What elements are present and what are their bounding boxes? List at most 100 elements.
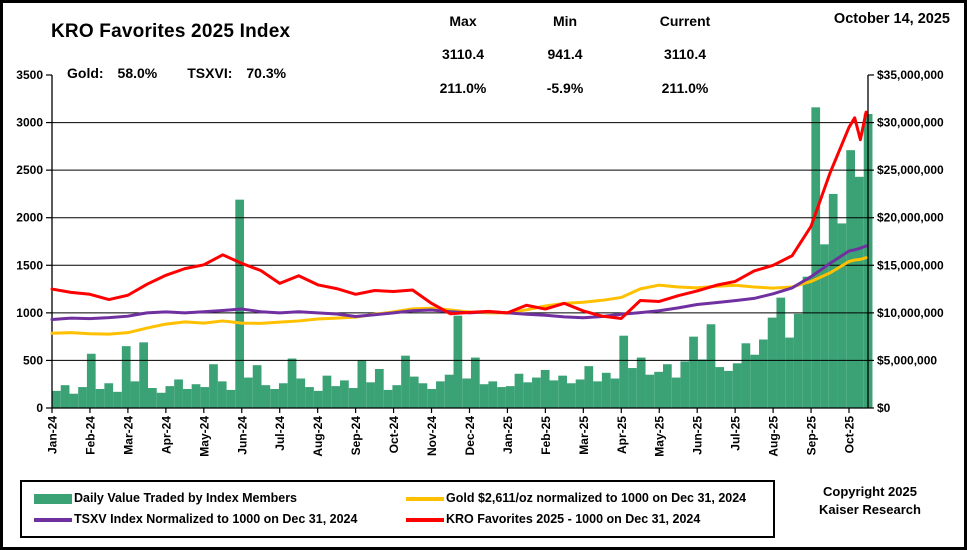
- traded-value-bar: [374, 368, 384, 408]
- right-axis-tick-label: $35,000,000: [877, 68, 944, 82]
- month-label: Mar-25: [577, 416, 591, 455]
- traded-value-bar: [715, 367, 725, 408]
- legend-label: Gold $2,611/oz normalized to 1000 on Dec…: [446, 491, 747, 505]
- month-label: Feb-24: [83, 416, 97, 455]
- copyright: Copyright 2025 Kaiser Research: [795, 483, 945, 519]
- traded-value-bar: [165, 386, 175, 408]
- legend-item-3: KRO Favorites 2025 - 1000 on Dec 31, 202…: [406, 513, 769, 526]
- right-axis-tick-label: $0: [877, 401, 891, 415]
- traded-value-bar: [724, 370, 733, 408]
- traded-value-bar: [444, 374, 454, 408]
- traded-value-bar: [750, 354, 759, 408]
- legend-label: Daily Value Traded by Index Members: [74, 491, 298, 505]
- traded-value-bar: [52, 390, 61, 408]
- month-label: Apr-24: [159, 416, 173, 454]
- traded-value-bar: [226, 389, 236, 408]
- traded-value-bar: [69, 393, 79, 408]
- traded-value-bar: [261, 385, 271, 408]
- stat-min-pct: -5.9%: [546, 80, 584, 96]
- traded-value-bar: [628, 368, 637, 408]
- traded-value-bar: [296, 378, 306, 408]
- stat-max-header: Max: [449, 13, 477, 29]
- stat-min-header: Min: [552, 13, 578, 29]
- traded-value-bar: [156, 392, 166, 408]
- month-label: Aug-25: [767, 416, 781, 457]
- traded-value-bar: [462, 378, 471, 408]
- traded-value-bar: [392, 385, 402, 408]
- month-label: Jun-25: [691, 416, 705, 455]
- traded-value-bar: [270, 388, 279, 408]
- month-label: Oct-25: [843, 416, 857, 454]
- traded-value-bar: [741, 343, 751, 408]
- traded-value-bar: [697, 359, 707, 408]
- traded-value-bar: [523, 382, 533, 408]
- series-path: [50, 110, 868, 320]
- traded-value-bar: [357, 360, 367, 408]
- tsxvi-value: 70.3%: [246, 65, 287, 81]
- axes: [46, 74, 874, 413]
- report-date: October 14, 2025: [833, 11, 950, 27]
- legend: Daily Value Traded by Index Members Gold …: [20, 480, 775, 538]
- month-label: Oct-24: [387, 416, 401, 454]
- month-label: Jan-25: [501, 416, 515, 454]
- traded-value-bar: [776, 297, 786, 408]
- month-label: Dec-24: [463, 416, 477, 456]
- traded-value-bar: [575, 379, 585, 408]
- traded-value-bar: [759, 339, 768, 408]
- traded-value-bar: [654, 371, 663, 408]
- traded-value-bar: [130, 381, 140, 408]
- legend-line-swatch: [34, 517, 72, 522]
- right-axis-tick-label: $5,000,000: [877, 353, 937, 367]
- traded-value-bar: [436, 381, 445, 408]
- traded-value-bar: [427, 388, 437, 408]
- traded-value-bar: [837, 223, 847, 408]
- month-label: Jan-24: [46, 416, 60, 454]
- gold-value: 58.0%: [117, 65, 158, 81]
- traded-value-bar: [566, 383, 576, 408]
- traded-value-bar: [514, 373, 524, 408]
- traded-value-bar: [820, 244, 829, 408]
- traded-value-bar: [855, 176, 864, 408]
- traded-value-bar: [174, 379, 183, 408]
- traded-value-bar: [366, 382, 375, 408]
- traded-value-bar: [584, 366, 594, 408]
- legend-item-2: TSXV Index Normalized to 1000 on Dec 31,…: [34, 513, 406, 526]
- traded-value-bar: [182, 388, 192, 408]
- legend-item-0: Daily Value Traded by Index Members: [34, 492, 406, 505]
- stat-current-pct: 211.0%: [661, 80, 709, 96]
- traded-value-bar: [217, 381, 227, 408]
- month-label: Jul-25: [729, 416, 743, 451]
- stat-column-min: Min 941.4 -5.9%: [517, 13, 613, 97]
- traded-value-bar: [453, 315, 463, 408]
- stat-column-max: Max 3110.4 211.0%: [415, 13, 511, 97]
- stat-min-index: 941.4: [547, 46, 583, 62]
- kro-line: [50, 110, 868, 320]
- traded-value-bar: [706, 324, 716, 408]
- right-axis-tick-label: $25,000,000: [877, 163, 944, 177]
- traded-value-bar: [252, 365, 262, 408]
- traded-value-bar: [689, 336, 698, 408]
- traded-value-bar: [148, 388, 157, 408]
- traded-value-bar: [532, 377, 541, 408]
- traded-value-bar: [540, 369, 550, 408]
- month-label: Jun-24: [235, 416, 249, 455]
- legend-line-swatch: [406, 496, 444, 501]
- legend-line-swatch: [406, 517, 444, 522]
- month-label: Mar-24: [121, 416, 135, 455]
- month-label: Jul-24: [273, 416, 287, 451]
- left-axis-tick-label: 1500: [16, 258, 43, 272]
- traded-value-bar: [479, 384, 489, 408]
- left-axis-tick-label: 2500: [16, 163, 43, 177]
- right-axis-tick-label: $15,000,000: [877, 258, 944, 272]
- month-label: May-24: [197, 416, 211, 457]
- stat-column-current: Current 3110.4 211.0%: [625, 13, 745, 97]
- traded-value-bar: [86, 353, 96, 408]
- left-axis-tick-label: 2000: [16, 211, 43, 225]
- traded-value-bar: [811, 107, 821, 408]
- traded-value-bar: [244, 377, 253, 408]
- traded-value-bar: [610, 378, 620, 408]
- traded-value-bar: [418, 383, 428, 408]
- traded-value-bar: [732, 363, 742, 408]
- stat-current-header: Current: [659, 13, 711, 29]
